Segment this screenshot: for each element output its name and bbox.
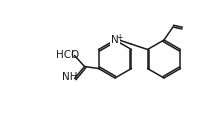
Text: NH: NH [62,72,77,82]
Text: HCl: HCl [56,50,75,60]
Text: +: + [116,33,123,42]
Text: O: O [70,51,79,61]
Text: N: N [111,35,119,45]
